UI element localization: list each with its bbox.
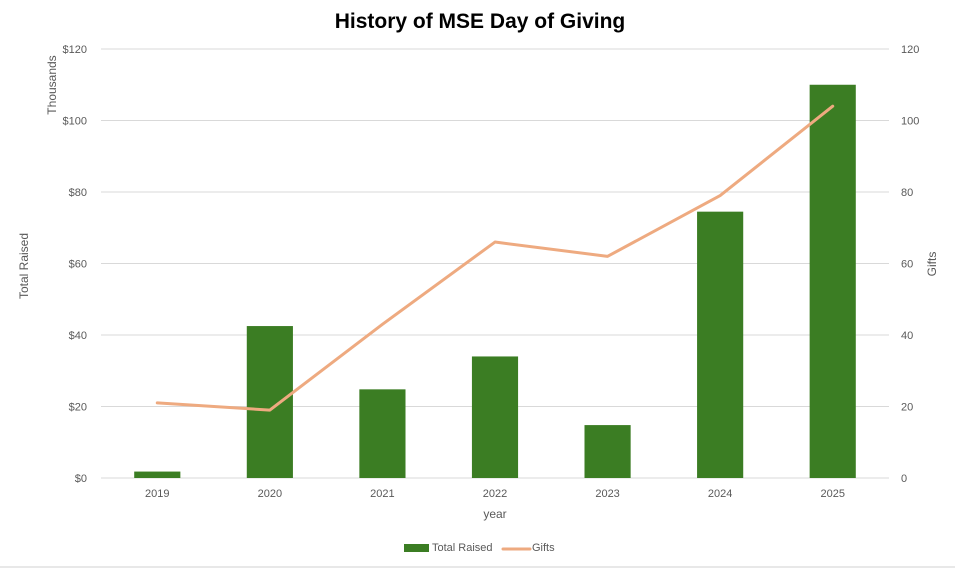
y-tick-label: $40: [69, 330, 87, 342]
y2-axis-title: Gifts: [925, 252, 939, 277]
y2-tick-label: 0: [901, 473, 907, 485]
y2-tick-label: 100: [901, 116, 919, 128]
left-axis-ticks: $0 $20 $40 $60 $80 $100 $120: [63, 44, 87, 485]
bar-total-raised: [134, 471, 181, 478]
x-axis-ticks: 2019 2020 2021 2022 2023 2024 2025: [145, 488, 845, 500]
x-tick-label: 2023: [595, 488, 619, 500]
legend-label-gifts: Gifts: [532, 542, 555, 554]
x-tick-label: 2025: [820, 488, 844, 500]
bar-total-raised: [809, 84, 856, 478]
right-axis-ticks: 0 20 40 60 80 100 120: [901, 44, 919, 485]
x-tick-label: 2019: [145, 488, 169, 500]
y-tick-label: $120: [63, 44, 87, 56]
y-tick-label: $80: [69, 187, 87, 199]
y-axis-units-label: Thousands: [45, 55, 59, 114]
y-tick-label: $0: [75, 473, 87, 485]
x-tick-label: 2020: [258, 488, 282, 500]
bar-series: [134, 84, 856, 478]
bar-total-raised: [359, 389, 406, 478]
y2-tick-label: 120: [901, 44, 919, 56]
y2-tick-label: 40: [901, 330, 913, 342]
y-axis-title: Total Raised: [17, 233, 31, 299]
bar-total-raised: [471, 356, 519, 478]
bar-total-raised: [697, 211, 744, 478]
legend: Total Raised Gifts: [404, 542, 555, 554]
legend-label-total-raised: Total Raised: [432, 542, 493, 554]
y-tick-label: $60: [69, 259, 87, 271]
x-tick-label: 2021: [370, 488, 394, 500]
y2-tick-label: 60: [901, 259, 913, 271]
y-tick-label: $20: [69, 402, 87, 414]
bar-total-raised: [584, 425, 631, 478]
x-tick-label: 2022: [483, 488, 507, 500]
x-axis-title: year: [483, 507, 506, 521]
y-tick-label: $100: [63, 116, 87, 128]
line-gifts: [155, 104, 835, 412]
bar-total-raised: [246, 326, 293, 478]
chart-title: History of MSE Day of Giving: [335, 10, 626, 33]
y2-tick-label: 20: [901, 402, 913, 414]
y2-tick-label: 80: [901, 187, 913, 199]
x-tick-label: 2024: [708, 488, 732, 500]
line-series: [155, 104, 835, 412]
legend-swatch-total-raised: [404, 544, 429, 552]
